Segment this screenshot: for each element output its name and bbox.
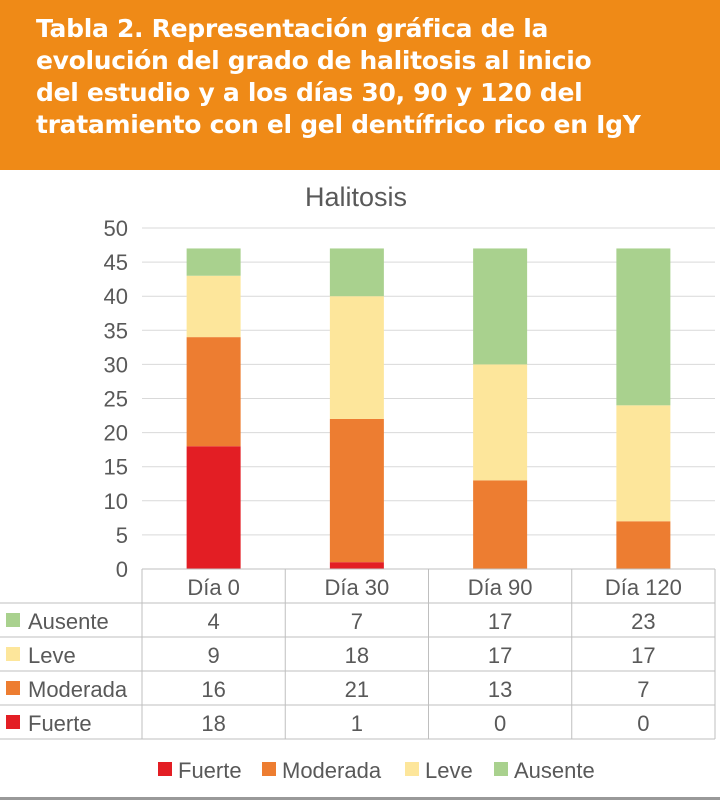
y-tick-label: 25 <box>104 387 128 412</box>
title-line-3: del estudio y a los días 30, 90 y 120 de… <box>36 78 583 107</box>
bar-leve-3 <box>616 405 671 522</box>
bar-moderada-2 <box>473 480 528 569</box>
bar-ausente-0 <box>186 248 241 276</box>
table-swatch-moderada <box>6 681 20 695</box>
bar-ausente-2 <box>473 248 528 365</box>
table-value: 9 <box>208 643 220 668</box>
legend-label: Moderada <box>282 758 382 783</box>
table-value: 23 <box>631 609 655 634</box>
bar-ausente-1 <box>329 248 384 297</box>
y-tick-label: 40 <box>104 284 128 309</box>
table-row-label: Fuerte <box>28 711 92 736</box>
bar-fuerte-0 <box>186 446 241 569</box>
legend-swatch-moderada <box>262 762 276 776</box>
y-tick-label: 5 <box>116 523 128 548</box>
table-swatch-ausente <box>6 613 20 627</box>
bar-leve-0 <box>186 275 241 338</box>
title-line-4: tratamiento con el gel dentífrico rico e… <box>36 110 641 139</box>
bar-fuerte-1 <box>329 562 384 569</box>
x-category-label: Día 120 <box>605 575 682 600</box>
y-tick-label: 45 <box>104 250 128 275</box>
bottom-divider <box>0 797 720 800</box>
bar-ausente-3 <box>616 248 671 406</box>
table-value: 1 <box>351 711 363 736</box>
table-value: 16 <box>201 677 225 702</box>
table-row-label: Moderada <box>28 677 128 702</box>
table-value: 17 <box>488 609 512 634</box>
table-value: 17 <box>488 643 512 668</box>
x-category-label: Día 90 <box>468 575 533 600</box>
y-tick-label: 30 <box>104 352 128 377</box>
chart-title: Halitosis <box>305 182 407 212</box>
title-line-2: evolución del grado de halitosis al inic… <box>36 46 592 75</box>
y-tick-label: 20 <box>104 421 128 446</box>
table-swatch-leve <box>6 647 20 661</box>
table-value: 18 <box>345 643 369 668</box>
legend-label: Fuerte <box>178 758 242 783</box>
table-value: 7 <box>637 677 649 702</box>
table-row-label: Ausente <box>28 609 109 634</box>
bar-moderada-1 <box>329 418 384 563</box>
legend-swatch-fuerte <box>158 762 172 776</box>
y-tick-label: 50 <box>104 216 128 241</box>
table-value: 21 <box>345 677 369 702</box>
title-line-1: Tabla 2. Representación gráfica de la <box>36 14 549 43</box>
table-value: 0 <box>637 711 649 736</box>
legend-swatch-leve <box>405 762 419 776</box>
table-value: 18 <box>201 711 225 736</box>
legend-label: Ausente <box>514 758 595 783</box>
x-category-label: Día 0 <box>187 575 240 600</box>
y-tick-label: 15 <box>104 455 128 480</box>
bar-leve-2 <box>473 364 528 481</box>
bar-moderada-3 <box>616 521 671 569</box>
legend-swatch-ausente <box>494 762 508 776</box>
bar-moderada-0 <box>186 337 241 447</box>
bar-leve-1 <box>329 296 384 419</box>
table-row-label: Leve <box>28 643 76 668</box>
table-value: 7 <box>351 609 363 634</box>
table-swatch-fuerte <box>6 715 20 729</box>
y-tick-label: 35 <box>104 318 128 343</box>
y-tick-label: 0 <box>116 557 128 582</box>
x-category-label: Día 30 <box>324 575 389 600</box>
table-value: 17 <box>631 643 655 668</box>
title-banner: Tabla 2. Representación gráfica de la ev… <box>0 0 720 170</box>
y-tick-label: 10 <box>104 489 128 514</box>
legend-label: Leve <box>425 758 473 783</box>
table-value: 13 <box>488 677 512 702</box>
table-value: 4 <box>208 609 220 634</box>
table-value: 0 <box>494 711 506 736</box>
